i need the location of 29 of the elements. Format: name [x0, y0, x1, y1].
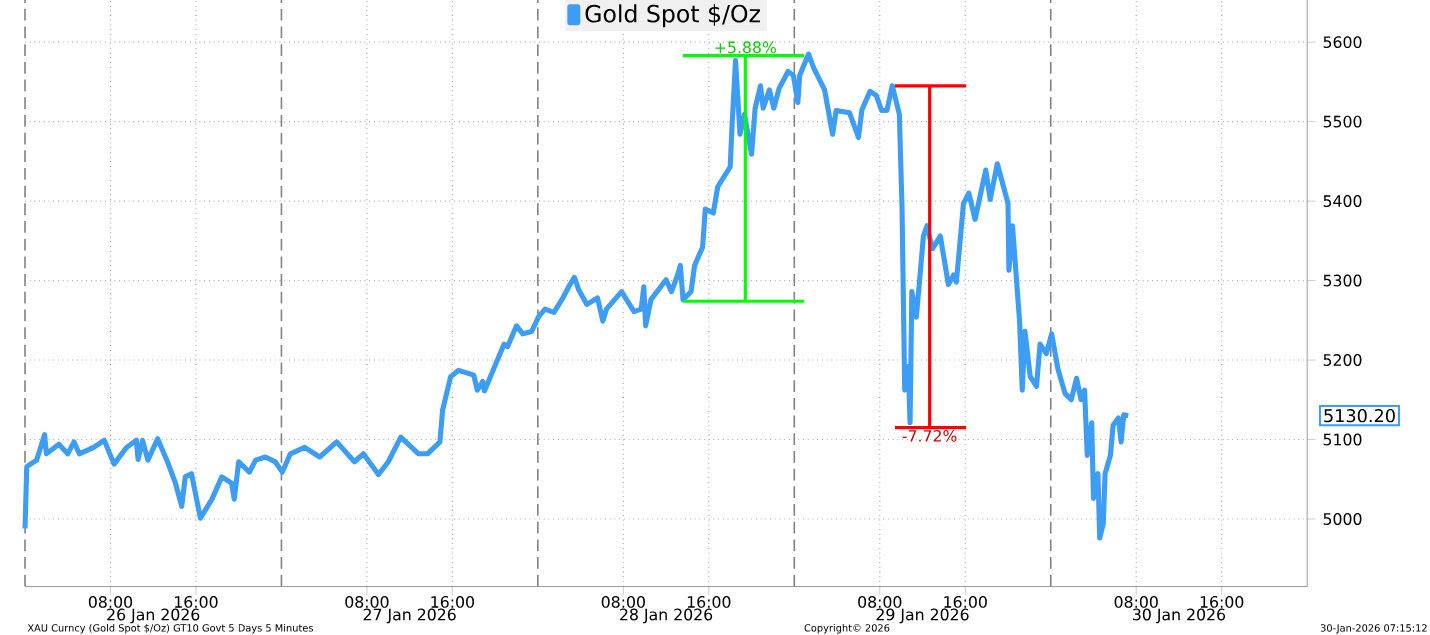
text: 5130.20 — [1324, 409, 1395, 423]
x-tick-label: 08:00 — [345, 596, 389, 609]
text: 29 Jan 2026 — [876, 608, 969, 624]
x-tick-label: 08:00 — [858, 596, 902, 609]
text: 26 Jan 2026 — [107, 608, 200, 624]
text: 27 Jan 2026 — [363, 608, 456, 624]
x-tick-label: 08:00 — [88, 596, 133, 609]
x-tick-label: 16:00 — [175, 596, 218, 609]
y-tick-label: 5600 — [1323, 36, 1362, 49]
x-tick-label: 08:00 — [601, 596, 645, 609]
text: XAU Curncy (Gold Spot $/Oz) GT10 Govt 5 Days 5 Minutes — [27, 624, 313, 634]
x-tick-label: 16:00 — [1200, 596, 1244, 609]
text: 30-Jan-2026 07:15:12 — [1320, 624, 1427, 634]
text: 30 Jan 2026 — [1133, 608, 1226, 624]
y-tick-label: 5000 — [1323, 513, 1362, 526]
x-tick-label: 16:00 — [687, 596, 731, 609]
annotation: -7.72% — [902, 430, 957, 442]
y-tick-label: 5200 — [1323, 354, 1362, 367]
annotation: +5.88% — [715, 41, 776, 54]
y-tick-label: 5100 — [1323, 433, 1362, 446]
x-tick-label: 16:00 — [431, 596, 474, 609]
y-tick-label: 5300 — [1323, 274, 1362, 287]
y-tick-label: 5400 — [1323, 195, 1362, 208]
text: 28 Jan 2026 — [620, 608, 713, 624]
y-tick-label: 5500 — [1323, 115, 1362, 128]
legend-label: Gold Spot $/Oz — [585, 4, 760, 28]
x-tick-label: 16:00 — [944, 596, 987, 609]
text: Copyright© 2026 — [804, 624, 890, 634]
x-tick-label: 08:00 — [1114, 596, 1158, 609]
